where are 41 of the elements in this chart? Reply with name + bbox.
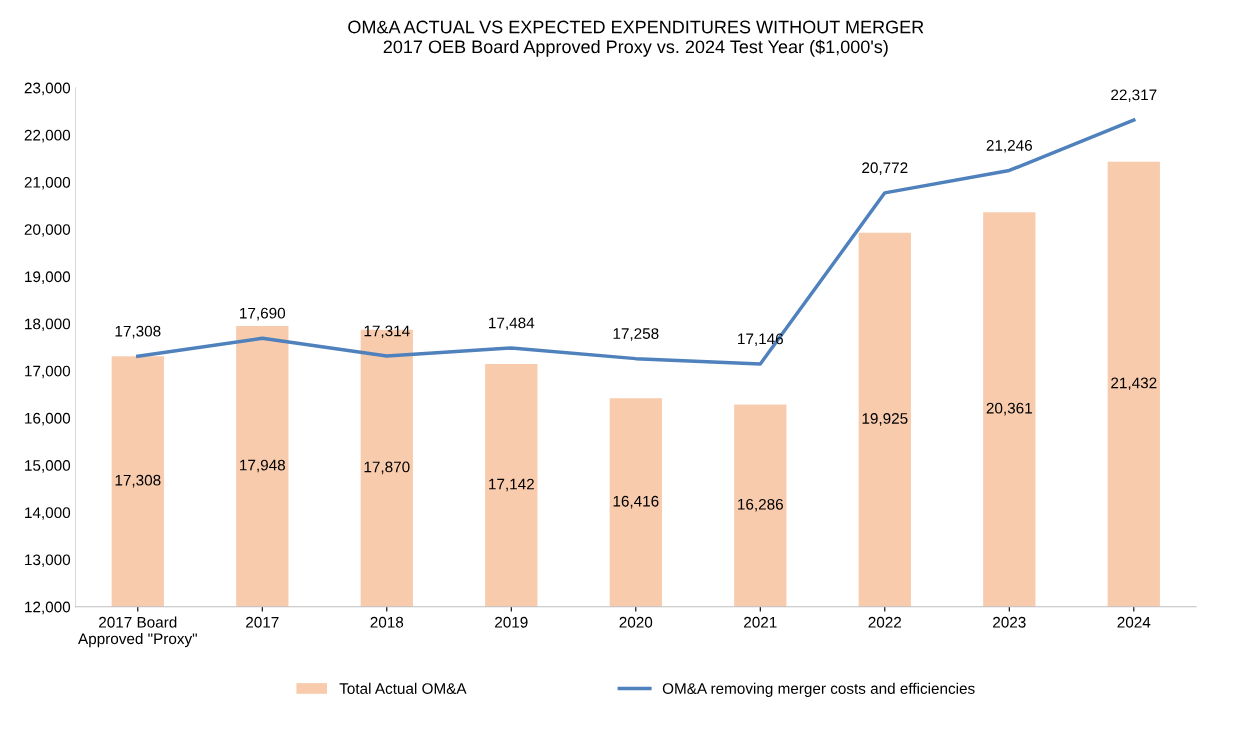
legend-label: Total Actual OM&A: [339, 682, 467, 694]
data-label: 17,484: [489, 317, 535, 331]
data-label: 20,772: [862, 162, 908, 175]
data-label: 16,416: [613, 495, 659, 509]
data-label: 16,286: [738, 498, 783, 512]
data-label: 20,361: [986, 402, 1032, 416]
x-tick-label: 2024: [1117, 616, 1151, 628]
data-label: 17,948: [240, 459, 285, 473]
data-label: 17,690: [240, 307, 286, 321]
y-tick-label: 16,000: [25, 412, 71, 426]
x-tick-label: 2023: [993, 616, 1026, 628]
data-label: 17,308: [115, 474, 161, 488]
legend-label: OM&A removing merger costs and efficiencies: [662, 682, 975, 697]
data-label: 22,317: [1111, 89, 1157, 103]
data-label: 19,925: [862, 413, 908, 426]
data-label: 17,258: [613, 328, 659, 341]
y-tick-label: 21,000: [24, 176, 71, 190]
data-label: 17,142: [489, 478, 534, 492]
y-tick-label: 15,000: [25, 460, 71, 473]
x-tick-label: 2021: [744, 616, 777, 628]
x-tick-label: 2017: [246, 616, 279, 628]
y-tick-label: 19,000: [25, 271, 71, 284]
chart-title: OM&A ACTUAL VS EXPECTED EXPENDITURES WITHOUT MERGER 2017 OEB Board Approved Proxy vs. 2024 Test Year ($1,000's): [348, 20, 924, 57]
y-tick-label: 12,000: [25, 601, 71, 615]
y-tick-label: 23,000: [24, 82, 71, 96]
y-tick-label: 22,000: [24, 129, 71, 143]
y-tick-label: 13,000: [25, 554, 71, 568]
data-label: 21,432: [1111, 377, 1157, 391]
x-tick-label: 2018: [370, 616, 404, 628]
x-tick-label: 2022: [868, 616, 902, 628]
y-tick-label: 14,000: [25, 507, 71, 520]
data-label: 17,308: [115, 325, 161, 339]
data-label: 17,314: [364, 325, 410, 339]
x-tick-label: 2019: [495, 616, 528, 628]
data-label: 21,246: [986, 139, 1032, 153]
data-label: 17,870: [364, 461, 410, 475]
y-tick-label: 20,000: [24, 224, 71, 237]
y-tick-label: 17,000: [25, 365, 71, 379]
x-tick-label: 2020: [619, 616, 653, 628]
x-tick-label: 2017 Board Approved "Proxy": [78, 616, 197, 648]
y-tick-label: 18,000: [25, 318, 71, 332]
